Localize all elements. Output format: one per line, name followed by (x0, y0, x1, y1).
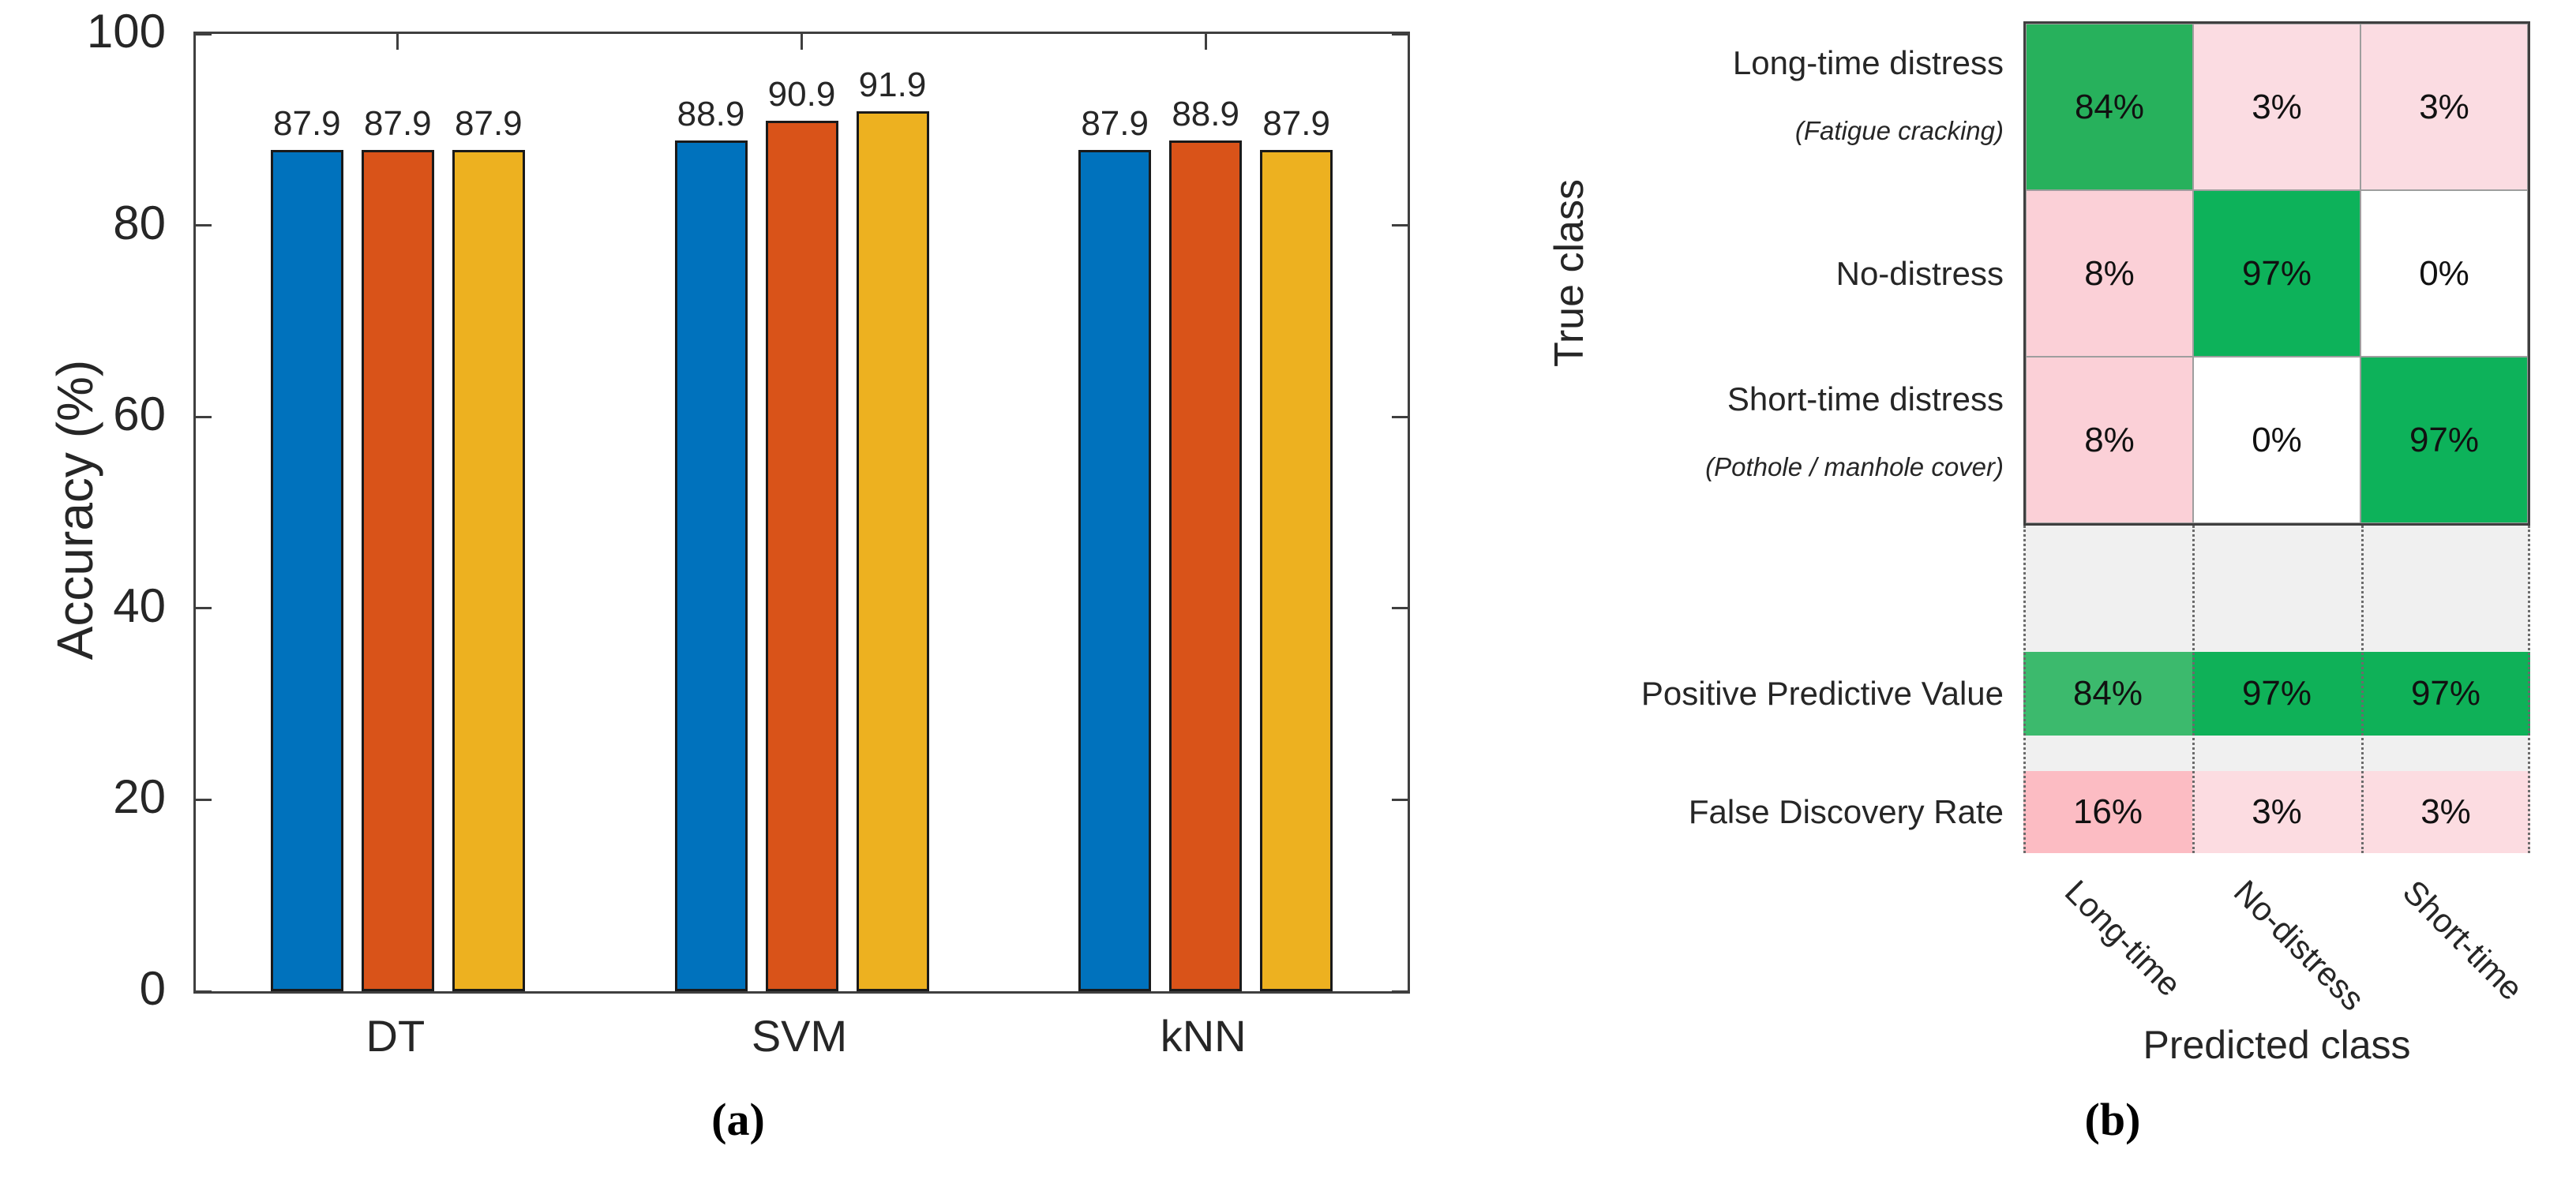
x-tick-mark-top (1204, 34, 1207, 50)
caption-a: (a) (711, 1094, 765, 1145)
matrix-cell-r2c2: 97% (2193, 190, 2360, 357)
row-label-ppv: Positive Predictive Value (1640, 675, 2004, 712)
matrix-cell-r1c3: 3% (2360, 24, 2528, 190)
summary-cell-r1c1: 84% (2023, 652, 2192, 736)
bar-knn-series-orange (1169, 140, 1243, 991)
y-tick-mark-right (1392, 990, 1408, 993)
dotted-separator (2361, 526, 2364, 853)
y-tick-label: 0 (139, 962, 166, 1015)
dotted-separator (2528, 526, 2530, 853)
summary-cell-r2c3: 3% (2361, 771, 2530, 853)
bar-dt-series-blue (270, 149, 343, 991)
matrix-cell-r1c2: 3% (2193, 24, 2360, 190)
x-tick-mark-top (801, 34, 803, 50)
bar-value-label: 88.9 (1172, 94, 1239, 133)
y-tick-label: 60 (113, 387, 166, 441)
x-category-label: kNN (1160, 1011, 1247, 1061)
summary-cell-r2c2: 3% (2192, 771, 2361, 853)
x-category-label: SVM (751, 1011, 848, 1061)
y-tick-mark-right (1392, 32, 1408, 36)
bar-svm-series-blue (674, 140, 748, 991)
summary-cell-r1c2: 97% (2192, 652, 2361, 736)
bar-value-label: 87.9 (1081, 103, 1149, 143)
bar-knn-series-yellow (1260, 149, 1333, 991)
y-tick-label: 100 (86, 5, 166, 58)
y-tick-mark-right (1392, 607, 1408, 610)
bar-value-label: 87.9 (364, 103, 432, 143)
y-tick-mark (196, 798, 212, 801)
bar-knn-series-blue (1078, 149, 1152, 991)
summary-spacer (2023, 526, 2530, 652)
summary-spacer (2023, 736, 2530, 771)
bar-value-label: 87.9 (1262, 103, 1330, 143)
x-tick-mark-top (396, 34, 399, 50)
false-discovery-rate-row: 16% 3% 3% (2023, 771, 2530, 853)
row-label-sub: (Pothole / manhole cover) (1705, 451, 2004, 481)
bar-value-label: 87.9 (273, 103, 341, 143)
bar-value-label: 90.9 (767, 75, 836, 114)
bar-value-label: 91.9 (858, 66, 927, 105)
matrix-cell-r1c1: 84% (2026, 24, 2193, 190)
matrix-cell-r2c1: 8% (2026, 190, 2193, 357)
confusion-matrix-grid: 84% 3% 3% 8% 97% 0% 8% 0% 97% (2023, 21, 2530, 526)
bar-value-label: 88.9 (677, 94, 745, 133)
bar-dt-series-yellow (452, 149, 525, 991)
bar-dt-series-orange (361, 149, 434, 991)
y-tick-mark (196, 607, 212, 610)
summary-cell-r2c1: 16% (2023, 771, 2192, 853)
column-label-1: Long-time (2057, 873, 2189, 1004)
predicted-class-axis-title: Predicted class (2143, 1023, 2411, 1067)
row-label-main: Long-time distress (1732, 43, 2004, 81)
column-label-2: No-distress (2226, 873, 2372, 1018)
row-label-fdr: False Discovery Rate (1688, 793, 2004, 830)
plot-area: 87.9 87.9 87.9 88.9 90.9 91.9 87.9 88.9 87.9 (193, 32, 1410, 994)
caption-b: (b) (2084, 1094, 2141, 1145)
matrix-cell-r3c1: 8% (2026, 357, 2193, 523)
matrix-cell-r2c3: 0% (2360, 190, 2528, 357)
y-tick-label: 40 (113, 578, 166, 632)
dotted-separator (2192, 526, 2195, 853)
accuracy-bar-chart-panel: Accuracy (%) 87.9 87.9 87.9 88.9 90.9 91.9 87.… (47, 5, 1410, 1145)
summary-cell-r1c3: 97% (2361, 652, 2530, 736)
y-tick-mark-right (1392, 224, 1408, 227)
bar-value-label: 87.9 (455, 103, 523, 143)
positive-predictive-value-row: 84% 97% 97% (2023, 652, 2530, 736)
row-label-main: Short-time distress (1727, 380, 2004, 417)
y-tick-mark-right (1392, 798, 1408, 801)
row-label-sub: (Fatigue cracking) (1794, 115, 2004, 145)
matrix-cell-r3c3: 97% (2360, 357, 2528, 523)
bar-svm-series-orange (765, 121, 838, 991)
y-tick-label: 80 (113, 196, 166, 249)
y-tick-label: 20 (113, 770, 166, 824)
dotted-separator (2023, 526, 2026, 853)
x-category-label: DT (366, 1011, 426, 1061)
y-tick-mark-right (1392, 415, 1408, 418)
bar-svm-series-yellow (856, 111, 929, 991)
matrix-cell-r3c2: 0% (2193, 357, 2360, 523)
row-label-main: No-distress (1835, 254, 2004, 292)
y-tick-mark (196, 415, 212, 418)
y-tick-mark (196, 224, 212, 227)
y-tick-mark (196, 32, 212, 36)
y-tick-mark (196, 990, 212, 993)
column-label-3: Short-time (2395, 873, 2530, 1008)
